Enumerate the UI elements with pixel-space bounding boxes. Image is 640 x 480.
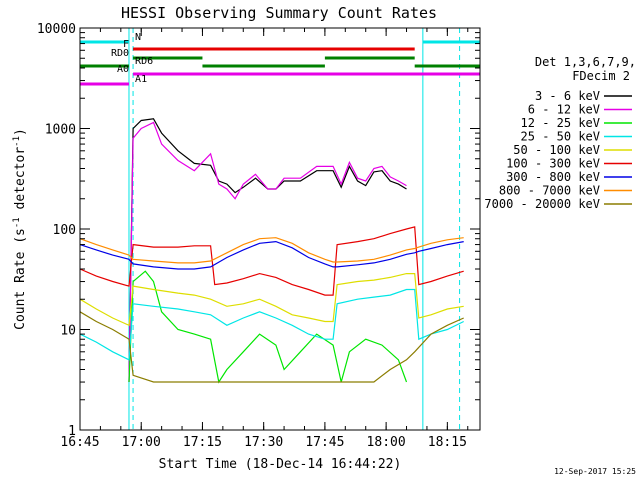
state-bar-label-f: F <box>123 39 129 50</box>
legend-label-3: 25 - 50 keV <box>521 130 600 144</box>
state-bar-label-n: N <box>135 32 141 43</box>
series-line-8 <box>79 311 464 383</box>
x-tick-label: 17:00 <box>122 435 161 450</box>
series-line-1 <box>128 121 407 383</box>
y-axis-label-part1: Count Rate (s <box>13 228 28 330</box>
legend-label-0: 3 - 6 keV <box>535 89 600 103</box>
x-axis-label: Start Time (18-Dec-14 16:44:22) <box>159 457 402 472</box>
x-tick-label: 17:30 <box>244 435 283 450</box>
y-axis-label-sup1: -1 <box>12 217 22 228</box>
plot-frame <box>79 27 481 431</box>
x-tick-label: 18:15 <box>428 435 467 450</box>
state-bar-label-rd0: RD0 <box>111 48 129 59</box>
legend-label-4: 50 - 100 keV <box>513 143 600 157</box>
y-tick-label: 1 <box>68 424 76 439</box>
legend-label-1: 6 - 12 keV <box>528 103 600 117</box>
series-line-3 <box>79 288 464 361</box>
y-axis-label-sup2: -1 <box>12 136 22 147</box>
y-tick-label: 1000 <box>45 123 76 138</box>
x-tick-label: 18:00 <box>367 435 406 450</box>
legend-header-2: FDecim 2 <box>572 69 630 83</box>
y-tick-label: 100 <box>53 223 76 238</box>
series-line-6 <box>79 240 464 270</box>
legend-label-8: 7000 - 20000 keV <box>484 197 600 211</box>
y-axis-label-part3: ) <box>13 128 28 136</box>
state-bar-label-a0: A0 <box>117 64 129 75</box>
y-tick-label: 10 <box>60 324 76 339</box>
legend-label-7: 800 - 7000 keV <box>499 184 600 198</box>
series-line-4 <box>79 273 464 327</box>
legend-label-6: 300 - 800 keV <box>506 170 600 184</box>
legend-label-2: 12 - 25 keV <box>521 116 600 130</box>
state-bar-label-rd6: RD6 <box>135 56 153 67</box>
series-line-0 <box>128 118 407 383</box>
axis-ticks: 16:45 17:00 17:15 17:30 17:45 18:00 18:15 1 10 10… <box>37 22 480 450</box>
y-tick-label: 10000 <box>37 22 76 37</box>
x-tick-label: 17:45 <box>305 435 344 450</box>
chart-title: HESSI Observing Summary Count Rates <box>121 4 437 22</box>
y-axis-label: Count Rate (s-1 detector-1) <box>12 128 28 330</box>
series-line-7 <box>79 237 464 264</box>
state-bar-label-a1: A1 <box>135 74 147 85</box>
x-tick-label: 16:45 <box>60 435 99 450</box>
series-line-2 <box>128 270 408 384</box>
footer-date: 12-Sep-2017 15:25 <box>554 467 636 476</box>
legend-header-1: Det 1,3,6,7,9, <box>535 55 636 69</box>
series-line-5 <box>79 226 464 296</box>
y-axis-label-part2: detector <box>13 147 28 218</box>
legend-label-5: 100 - 300 keV <box>506 157 600 171</box>
x-tick-label: 17:15 <box>183 435 222 450</box>
